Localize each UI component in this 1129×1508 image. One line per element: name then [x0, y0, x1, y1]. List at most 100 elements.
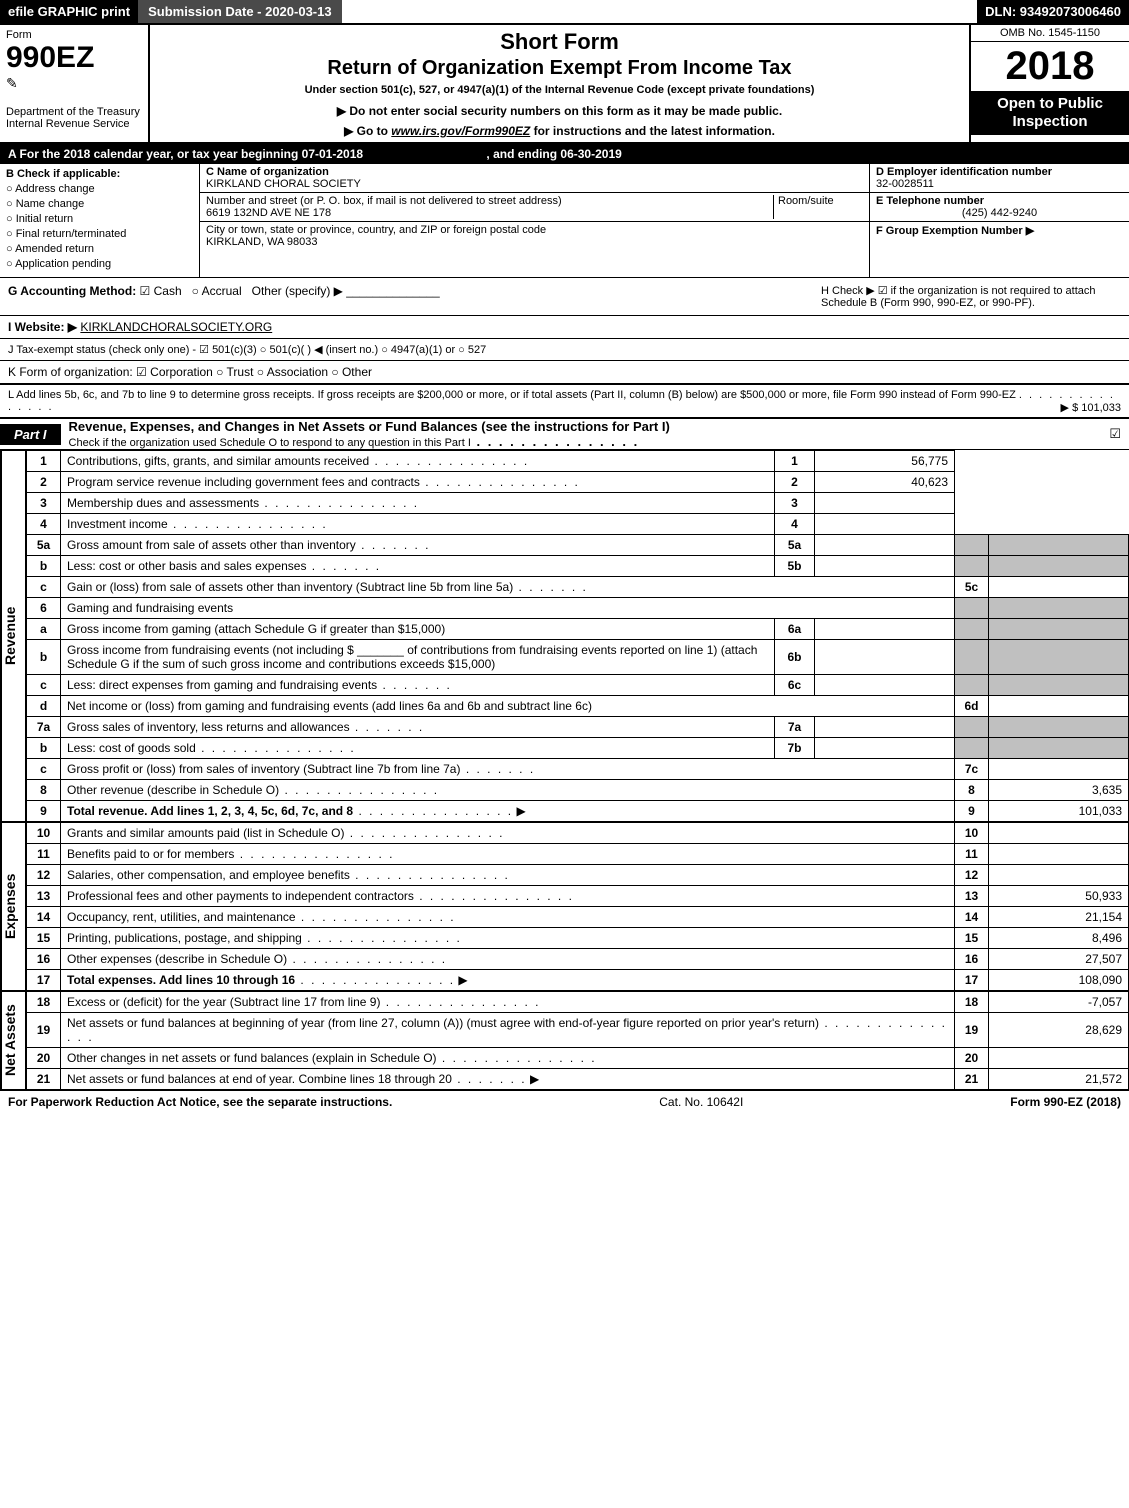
l5c-r: 5c — [955, 577, 989, 598]
l6a-text: Gross income from gaming (attach Schedul… — [67, 622, 445, 636]
line-15: 15Printing, publications, postage, and s… — [27, 928, 1129, 949]
arrow-icon — [513, 804, 526, 818]
l11-text: Benefits paid to or for members — [67, 847, 234, 861]
dots-icon — [279, 783, 439, 797]
l8-r: 8 — [955, 780, 989, 801]
l9-amt: 101,033 — [989, 801, 1129, 822]
l2-r: 2 — [775, 472, 815, 493]
l13-text: Professional fees and other payments to … — [67, 889, 414, 903]
section-c: C Name of organization KIRKLAND CHORAL S… — [200, 164, 869, 277]
l16-text: Other expenses (describe in Schedule O) — [67, 952, 287, 966]
line-16: 16 Other expenses (describe in Schedule O… — [27, 949, 1129, 970]
l6b-text: Gross income from fundraising events (no… — [67, 643, 757, 671]
l8-num: 8 — [27, 780, 61, 801]
l7b-in: 7b — [775, 738, 815, 759]
l12-text: Salaries, other compensation, and employ… — [67, 868, 350, 882]
l18-amt: -7,057 — [989, 992, 1129, 1013]
l7b-inamt — [815, 738, 955, 759]
l21-r: 21 — [955, 1069, 989, 1090]
website-value[interactable]: KIRKLANDCHORALSOCIETY.ORG — [80, 320, 272, 334]
l5c-amt — [989, 577, 1129, 598]
l5a-text: Gross amount from sale of assets other t… — [67, 538, 356, 552]
l12-amt — [989, 865, 1129, 886]
g-cash[interactable]: Cash — [140, 284, 182, 298]
l6b-inamt — [815, 640, 955, 675]
form-header: Form 990EZ ✎ Department of the Treasury … — [0, 25, 1129, 144]
part-i-checkbox[interactable]: ☑ — [1109, 426, 1129, 442]
line-7b: bLess: cost of goods sold7b — [27, 738, 1129, 759]
grey-cell — [989, 717, 1129, 738]
g-accrual[interactable]: Accrual — [192, 284, 242, 298]
l8-amt: 3,635 — [989, 780, 1129, 801]
grey-cell — [955, 619, 989, 640]
section-def: D Employer identification number 32-0028… — [869, 164, 1129, 277]
l7a-num: 7a — [27, 717, 61, 738]
header-right: OMB No. 1545-1150 2018 Open to Public In… — [969, 25, 1129, 142]
l16-r: 16 — [955, 949, 989, 970]
l1-amt: 56,775 — [815, 451, 955, 472]
l17-text: Total expenses. Add lines 10 through 16 — [67, 973, 295, 987]
irs-link[interactable]: www.irs.gov/Form990EZ — [391, 124, 530, 138]
l14-num: 14 — [27, 907, 61, 928]
l5b-num: b — [27, 556, 61, 577]
net-assets-side-label: Net Assets — [0, 991, 26, 1090]
l9-num: 9 — [27, 801, 61, 822]
l5a-num: 5a — [27, 535, 61, 556]
l20-amt — [989, 1048, 1129, 1069]
chk-name-change[interactable]: Name change — [6, 198, 193, 210]
grey-cell — [955, 535, 989, 556]
chk-application-pending[interactable]: Application pending — [6, 258, 193, 270]
do-not-enter-ssn: ▶ Do not enter social security numbers o… — [158, 104, 961, 118]
line-6c: cLess: direct expenses from gaming and f… — [27, 675, 1129, 696]
chk-amended-return[interactable]: Amended return — [6, 243, 193, 255]
dots-icon — [437, 1051, 597, 1065]
l21-num: 21 — [27, 1069, 61, 1090]
submission-date-label: Submission Date - 2020-03-13 — [138, 0, 342, 23]
line-21: 21Net assets or fund balances at end of … — [27, 1069, 1129, 1090]
dots-icon — [295, 973, 455, 987]
tax-year: 2018 — [971, 42, 1129, 91]
l5c-num: c — [27, 577, 61, 598]
grey-cell — [955, 675, 989, 696]
part-i-dots — [471, 434, 639, 449]
l6a-num: a — [27, 619, 61, 640]
line-3: 3Membership dues and assessments3 — [27, 493, 1129, 514]
grey-cell — [955, 738, 989, 759]
g-other[interactable]: Other (specify) ▶ — [252, 284, 343, 298]
grey-cell — [989, 675, 1129, 696]
l6c-in: 6c — [775, 675, 815, 696]
chk-initial-return[interactable]: Initial return — [6, 213, 193, 225]
efile-graphic-print-button[interactable]: efile GRAPHIC print — [0, 0, 138, 23]
line-5a: 5a Gross amount from sale of assets other… — [27, 535, 1129, 556]
l7c-text: Gross profit or (loss) from sales of inv… — [67, 762, 460, 776]
g-label: G Accounting Method: — [8, 284, 136, 298]
dots-icon — [460, 762, 535, 776]
dots-icon — [513, 580, 588, 594]
dots-icon — [414, 889, 574, 903]
grey-cell — [955, 717, 989, 738]
line-14: 14Occupancy, rent, utilities, and mainte… — [27, 907, 1129, 928]
line-10: 10Grants and similar amounts paid (list … — [27, 823, 1129, 844]
arrow-icon — [527, 1072, 540, 1086]
chk-final-return[interactable]: Final return/terminated — [6, 228, 193, 240]
dln-label: DLN: 93492073006460 — [977, 0, 1129, 23]
line-9: 9Total revenue. Add lines 1, 2, 3, 4, 5c… — [27, 801, 1129, 822]
short-form-title: Short Form — [158, 29, 961, 55]
line-6a: a Gross income from gaming (attach Schedu… — [27, 619, 1129, 640]
l3-num: 3 — [27, 493, 61, 514]
expenses-side-label: Expenses — [0, 822, 26, 991]
omb-number: OMB No. 1545-1150 — [971, 25, 1129, 42]
d-ein-label: D Employer identification number — [876, 166, 1123, 178]
chk-address-change[interactable]: Address change — [6, 183, 193, 195]
h-schedule-b: H Check ▶ ☑ if the organization is not r… — [821, 284, 1121, 309]
row-l-gross-receipts: L Add lines 5b, 6c, and 7b to line 9 to … — [0, 385, 1129, 419]
l7b-num: b — [27, 738, 61, 759]
l5b-text: Less: cost or other basis and sales expe… — [67, 559, 306, 573]
l7c-num: c — [27, 759, 61, 780]
header-left: Form 990EZ ✎ Department of the Treasury … — [0, 25, 150, 142]
l12-r: 12 — [955, 865, 989, 886]
grey-cell — [989, 598, 1129, 619]
part-i-title-text: Revenue, Expenses, and Changes in Net As… — [69, 419, 670, 434]
grey-cell — [989, 535, 1129, 556]
goto-instructions: ▶ Go to www.irs.gov/Form990EZ for instru… — [158, 124, 961, 138]
